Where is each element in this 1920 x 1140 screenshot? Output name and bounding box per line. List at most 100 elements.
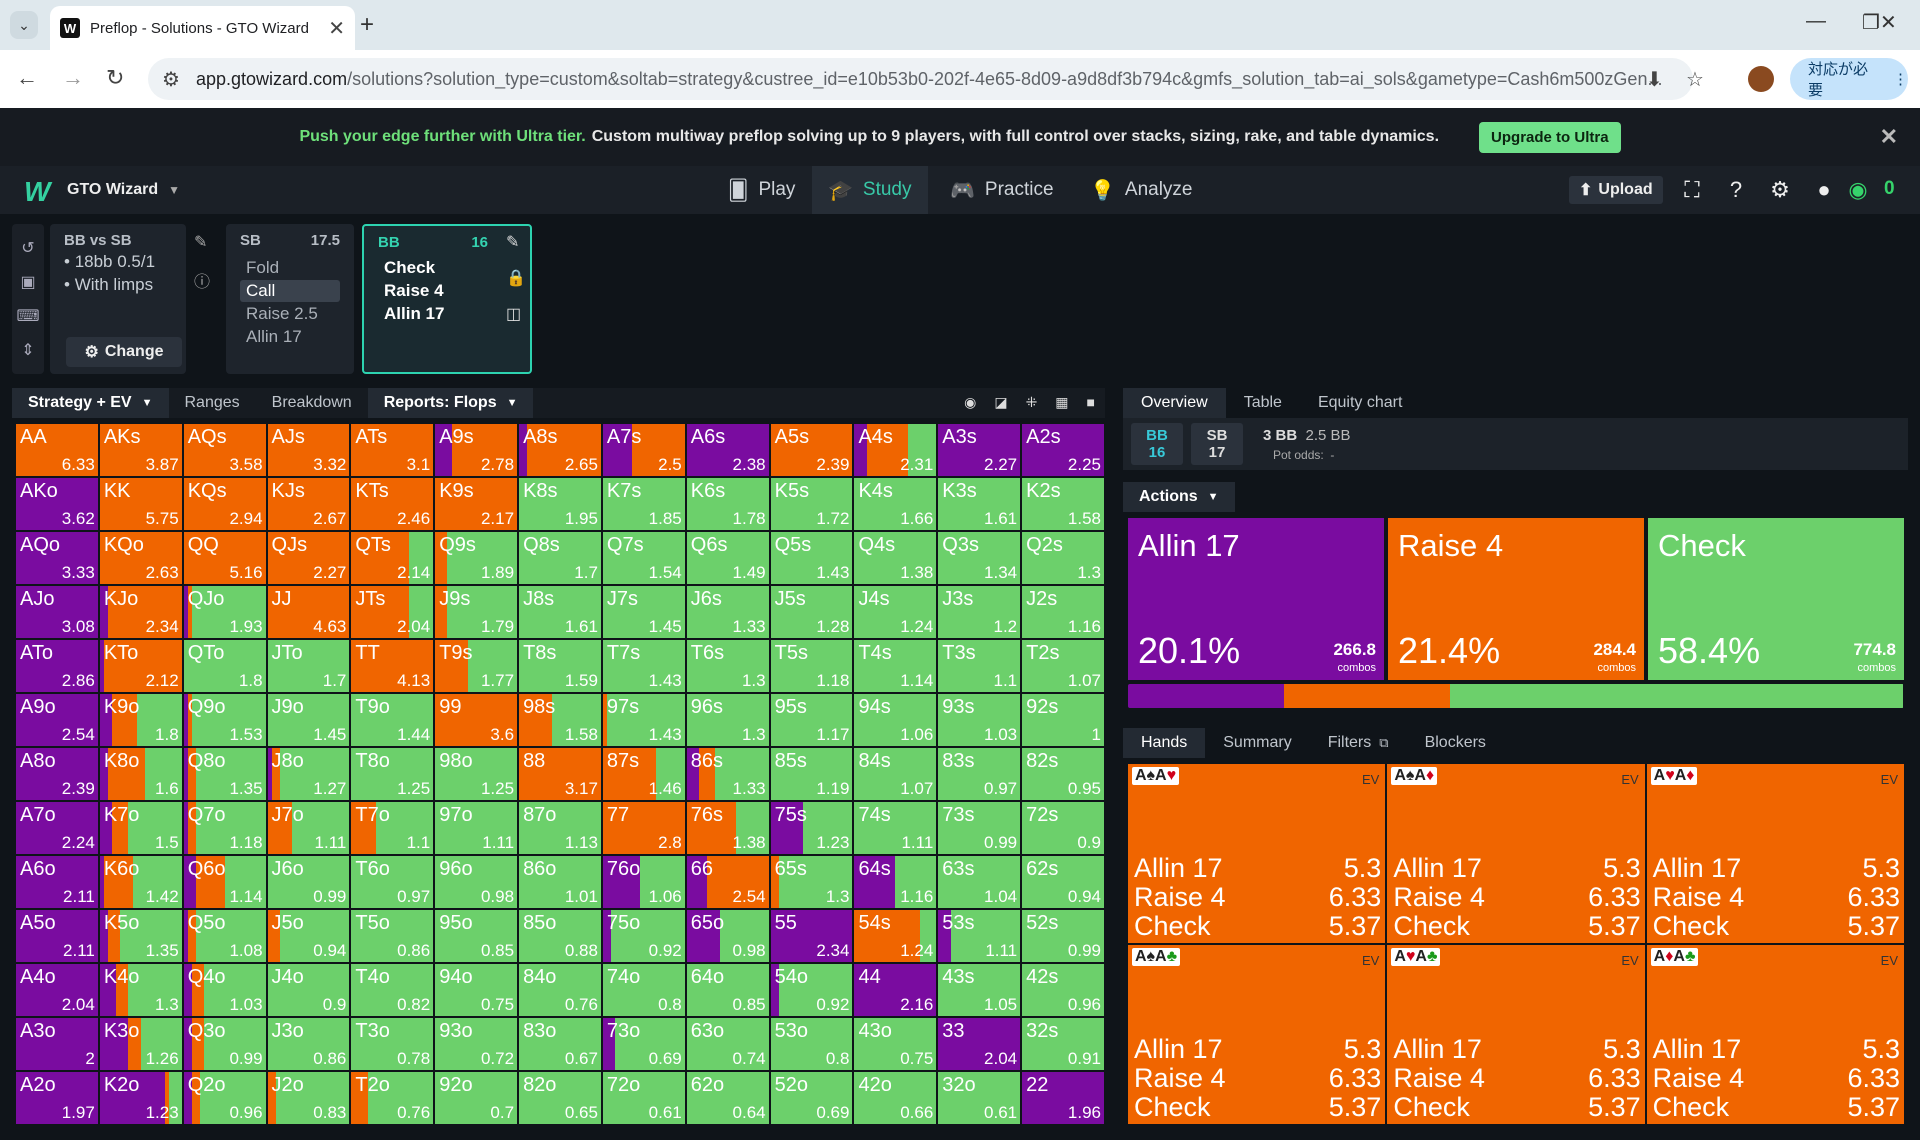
hand-cell-82s[interactable]: 82s 0.95 bbox=[1022, 748, 1104, 800]
nav-play[interactable]: 🂠 Play bbox=[712, 166, 811, 214]
action-box-check[interactable]: Check 58.4% 774.8 combos bbox=[1648, 518, 1904, 680]
hand-cell-75s[interactable]: 75s 1.23 bbox=[771, 802, 853, 854]
hand-cell-53o[interactable]: 53o 0.8 bbox=[771, 1018, 853, 1070]
close-window-icon[interactable]: ✕ bbox=[1880, 10, 1897, 35]
save-icon[interactable]: ▣ bbox=[12, 272, 44, 292]
hand-cell-KTo[interactable]: KTo 2.12 bbox=[100, 640, 182, 692]
settings-gear-icon[interactable]: ⚙ bbox=[1767, 177, 1793, 203]
hand-cell-22[interactable]: 22 1.96 bbox=[1022, 1072, 1104, 1124]
hand-cell-99[interactable]: 99 3.6 bbox=[435, 694, 517, 746]
sb-option-allin[interactable]: Allin 17 bbox=[240, 326, 340, 348]
hand-cell-KQo[interactable]: KQo 2.63 bbox=[100, 532, 182, 584]
hand-cell-Q5s[interactable]: Q5s 1.43 bbox=[771, 532, 853, 584]
hand-cell-K3o[interactable]: K3o 1.26 bbox=[100, 1018, 182, 1070]
brand-menu[interactable]: GTO Wizard ▼ bbox=[67, 181, 180, 199]
upload-button[interactable]: ⬆ Upload bbox=[1569, 176, 1663, 204]
hand-cell-QTo[interactable]: QTo 1.8 bbox=[184, 640, 266, 692]
hand-cell-KQs[interactable]: KQs 2.94 bbox=[184, 478, 266, 530]
hand-cell-63s[interactable]: 63s 1.04 bbox=[938, 856, 1020, 908]
hand-cell-K2s[interactable]: K2s 1.58 bbox=[1022, 478, 1104, 530]
hand-cell-QJs[interactable]: QJs 2.27 bbox=[268, 532, 350, 584]
hand-cell-95s[interactable]: 95s 1.17 bbox=[771, 694, 853, 746]
hand-cell-J6o[interactable]: J6o 0.99 bbox=[268, 856, 350, 908]
hand-cell-42s[interactable]: 42s 0.96 bbox=[1022, 964, 1104, 1016]
hand-cell-J9s[interactable]: J9s 1.79 bbox=[435, 586, 517, 638]
back-icon[interactable]: ← bbox=[16, 65, 38, 91]
tab-strategy-ev[interactable]: Strategy + EV ▼ bbox=[12, 388, 169, 418]
hand-cell-A7s[interactable]: A7s 2.5 bbox=[603, 424, 685, 476]
coin-icon[interactable]: ◉ bbox=[1845, 177, 1871, 203]
hand-cell-Q6s[interactable]: Q6s 1.49 bbox=[687, 532, 769, 584]
hand-cell-J7o[interactable]: J7o 1.11 bbox=[268, 802, 350, 854]
hand-cell-Q7o[interactable]: Q7o 1.18 bbox=[184, 802, 266, 854]
hand-cell-J9o[interactable]: J9o 1.45 bbox=[268, 694, 350, 746]
hand-cell-Q7s[interactable]: Q7s 1.54 bbox=[603, 532, 685, 584]
bookmark-star-icon[interactable]: ☆ bbox=[1686, 67, 1704, 92]
hand-cell-T7s[interactable]: T7s 1.43 bbox=[603, 640, 685, 692]
hand-cell-72s[interactable]: 72s 0.9 bbox=[1022, 802, 1104, 854]
hand-cell-93s[interactable]: 93s 1.03 bbox=[938, 694, 1020, 746]
browser-tab[interactable]: W Preflop - Solutions - GTO Wizard ✕ bbox=[50, 6, 355, 50]
tab-overview[interactable]: Overview bbox=[1123, 388, 1226, 418]
bb-stack-pill[interactable]: BB 16 bbox=[1131, 423, 1183, 465]
action-box-allin[interactable]: Allin 17 20.1% 266.8 combos bbox=[1128, 518, 1384, 680]
hand-cell-87o[interactable]: 87o 1.13 bbox=[519, 802, 601, 854]
hand-cell-KK[interactable]: KK 5.75 bbox=[100, 478, 182, 530]
hand-cell-KJs[interactable]: KJs 2.67 bbox=[268, 478, 350, 530]
sb-option-raise[interactable]: Raise 2.5 bbox=[240, 303, 340, 325]
hand-cell-J3s[interactable]: J3s 1.2 bbox=[938, 586, 1020, 638]
hand-cell-K4o[interactable]: K4o 1.3 bbox=[100, 964, 182, 1016]
hand-cell-55[interactable]: 55 2.34 bbox=[771, 910, 853, 962]
bb-option-raise[interactable]: Raise 4 bbox=[378, 280, 516, 302]
tab-table[interactable]: Table bbox=[1226, 388, 1300, 418]
hand-cell-AKo[interactable]: AKo 3.62 bbox=[16, 478, 98, 530]
hand-cell-64s[interactable]: 64s 1.16 bbox=[854, 856, 936, 908]
hand-cell-73o[interactable]: 73o 0.69 bbox=[603, 1018, 685, 1070]
hand-cell-T6o[interactable]: T6o 0.97 bbox=[351, 856, 433, 908]
hand-cell-J8o[interactable]: J8o 1.27 bbox=[268, 748, 350, 800]
hand-cell-64o[interactable]: 64o 0.85 bbox=[687, 964, 769, 1016]
hand-cell-K3s[interactable]: K3s 1.61 bbox=[938, 478, 1020, 530]
hand-cell-96s[interactable]: 96s 1.3 bbox=[687, 694, 769, 746]
banner-close-icon[interactable]: ✕ bbox=[1880, 124, 1898, 150]
sb-stack-pill[interactable]: SB 17 bbox=[1191, 423, 1243, 465]
hand-cell-K5o[interactable]: K5o 1.35 bbox=[100, 910, 182, 962]
hand-cell-QQ[interactable]: QQ 5.16 bbox=[184, 532, 266, 584]
hand-cell-A8s[interactable]: A8s 2.65 bbox=[519, 424, 601, 476]
hand-cell-JTo[interactable]: JTo 1.7 bbox=[268, 640, 350, 692]
actions-dropdown[interactable]: Actions ▼ bbox=[1123, 482, 1235, 512]
edit-pencil-icon[interactable]: ✎ bbox=[194, 232, 207, 252]
hand-cell-72o[interactable]: 72o 0.61 bbox=[603, 1072, 685, 1124]
hand-cell-J4o[interactable]: J4o 0.9 bbox=[268, 964, 350, 1016]
hand-cell-A4s[interactable]: A4s 2.31 bbox=[854, 424, 936, 476]
hand-cell-A2s[interactable]: A2s 2.25 bbox=[1022, 424, 1104, 476]
hand-cell-A6s[interactable]: A6s 2.38 bbox=[687, 424, 769, 476]
tab-equity-chart[interactable]: Equity chart bbox=[1300, 388, 1420, 418]
hand-cell-65s[interactable]: 65s 1.3 bbox=[771, 856, 853, 908]
change-button[interactable]: ⚙ Change bbox=[66, 337, 182, 367]
gto-wizard-logo-icon[interactable]: W bbox=[24, 176, 50, 208]
minimize-icon[interactable]: — bbox=[1806, 10, 1826, 33]
action-box-raise[interactable]: Raise 4 21.4% 284.4 combos bbox=[1388, 518, 1644, 680]
bb-option-check[interactable]: Check bbox=[378, 257, 516, 279]
hand-cell-94s[interactable]: 94s 1.06 bbox=[854, 694, 936, 746]
hand-cell-JTs[interactable]: JTs 2.04 bbox=[351, 586, 433, 638]
hand-cell-K4s[interactable]: K4s 1.66 bbox=[854, 478, 936, 530]
hand-cell-T5s[interactable]: T5s 1.18 bbox=[771, 640, 853, 692]
hand-combo-card[interactable]: A♠A♦ EV Allin 17 5.3 Raise 4 6.33 Check 5.37 bbox=[1387, 764, 1644, 943]
edit-pencil-icon[interactable]: ✎ bbox=[506, 232, 519, 252]
reset-icon[interactable]: ↺ bbox=[12, 238, 44, 258]
action-needed-button[interactable]: 対応が必要 ⋮ bbox=[1790, 58, 1908, 100]
view-split-icon[interactable]: ◪ bbox=[994, 394, 1007, 411]
hand-cell-Q4s[interactable]: Q4s 1.38 bbox=[854, 532, 936, 584]
sb-option-call[interactable]: Call bbox=[240, 280, 340, 302]
tab-filters[interactable]: Filters ⧉ bbox=[1310, 728, 1407, 758]
hand-cell-54o[interactable]: 54o 0.92 bbox=[771, 964, 853, 1016]
view-compact-icon[interactable]: ⁜ bbox=[1026, 394, 1038, 411]
hand-cell-A7o[interactable]: A7o 2.24 bbox=[16, 802, 98, 854]
hand-cell-A5o[interactable]: A5o 2.11 bbox=[16, 910, 98, 962]
hand-cell-Q8s[interactable]: Q8s 1.7 bbox=[519, 532, 601, 584]
tab-ranges[interactable]: Ranges bbox=[169, 388, 256, 418]
hand-cell-Q9s[interactable]: Q9s 1.89 bbox=[435, 532, 517, 584]
hand-cell-K6s[interactable]: K6s 1.78 bbox=[687, 478, 769, 530]
